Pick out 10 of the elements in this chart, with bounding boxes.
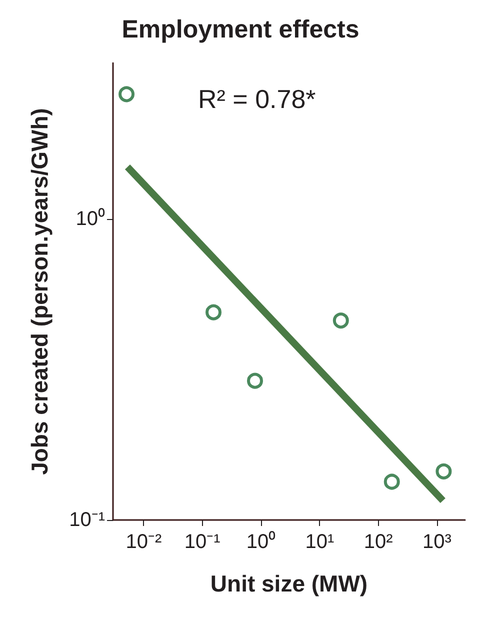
- x-tick-label: 10⁻²: [126, 531, 162, 553]
- x-tick-label: 10⁻¹: [184, 531, 221, 553]
- x-tick-label: 10³: [422, 531, 452, 553]
- x-tick-label: 10¹: [305, 531, 334, 553]
- x-tick-label: 10⁰: [246, 530, 276, 553]
- y-axis-title: Jobs created (person.years/GWh): [26, 108, 52, 475]
- x-tick-label: 10²: [364, 531, 394, 553]
- x-axis-title: Unit size (MW): [210, 570, 368, 596]
- annotation: R² = 0.78*: [198, 84, 316, 114]
- chart-title: Employment effects: [122, 16, 360, 44]
